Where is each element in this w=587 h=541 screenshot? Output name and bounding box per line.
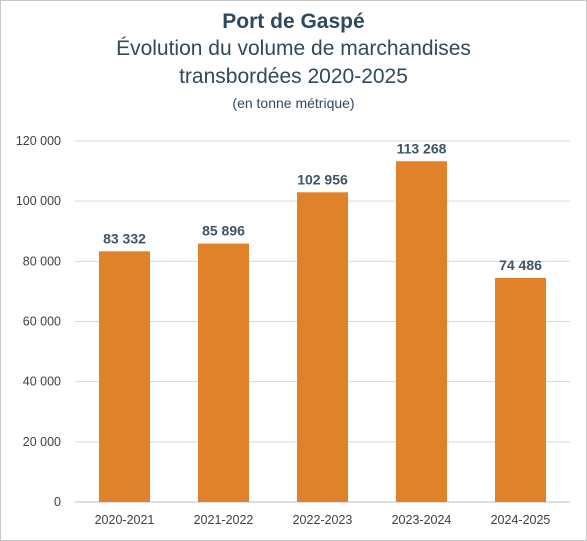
x-tick-label: 2022-2023 bbox=[293, 513, 353, 527]
bar bbox=[99, 251, 150, 502]
y-tick-label: 80 000 bbox=[23, 254, 61, 268]
y-tick-label: 40 000 bbox=[23, 375, 61, 389]
bar bbox=[396, 161, 447, 502]
unit-note: (en tonne métrique) bbox=[232, 95, 355, 111]
data-label: 83 332 bbox=[103, 230, 146, 246]
chart-subtitle-line-2: transbordées 2020-2025 bbox=[179, 65, 408, 88]
x-tick-label: 2020-2021 bbox=[95, 513, 155, 527]
x-tick-label: 2024-2025 bbox=[491, 513, 551, 527]
y-tick-label: 100 000 bbox=[16, 194, 61, 208]
chart-title: Port de Gaspé bbox=[222, 10, 365, 33]
chart-titles: Port de Gaspé Évolution du volume de mar… bbox=[0, 8, 587, 113]
x-tick-label: 2023-2024 bbox=[392, 513, 452, 527]
data-label: 102 956 bbox=[297, 171, 348, 187]
y-tick-label: 0 bbox=[54, 495, 61, 509]
y-tick-label: 120 000 bbox=[16, 134, 61, 148]
data-label: 113 268 bbox=[397, 140, 447, 156]
y-tick-label: 20 000 bbox=[23, 435, 61, 449]
x-tick-label: 2021-2022 bbox=[194, 513, 254, 527]
y-tick-label: 60 000 bbox=[23, 315, 61, 329]
bar bbox=[198, 243, 249, 503]
chart-subtitle-line-1: Évolution du volume de marchandises bbox=[116, 37, 471, 60]
data-label: 85 896 bbox=[202, 223, 245, 239]
bar bbox=[495, 277, 546, 502]
data-label: 74 486 bbox=[499, 257, 542, 273]
bar bbox=[297, 192, 348, 502]
